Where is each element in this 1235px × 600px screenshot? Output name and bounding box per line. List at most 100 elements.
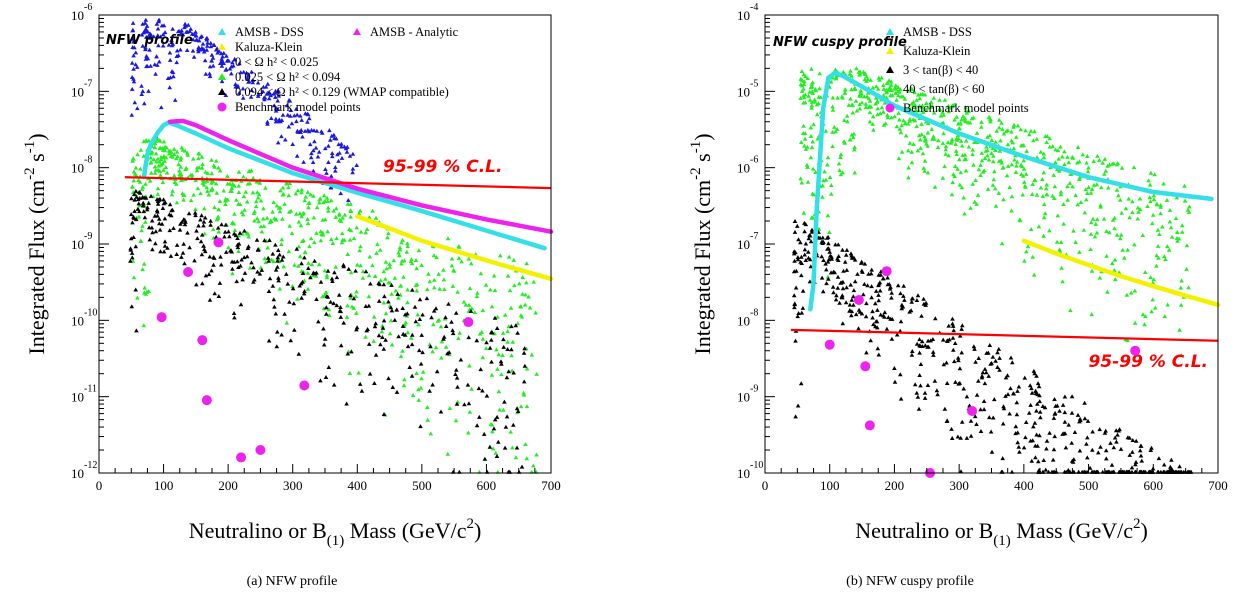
scatter-point [492, 315, 498, 320]
scatter-point [1036, 224, 1042, 229]
scatter-point [154, 54, 159, 59]
scatter-point [1047, 136, 1052, 141]
scatter-point [820, 289, 826, 294]
scatter-point [950, 335, 956, 340]
scatter-point [1000, 421, 1006, 426]
scatter-point [354, 289, 359, 294]
scatter-point [1113, 428, 1119, 433]
scatter-point [248, 94, 254, 99]
scatter-point [133, 287, 138, 292]
scatter-point [1034, 373, 1039, 378]
scatter-point [150, 247, 155, 252]
scatter-point [158, 154, 164, 159]
scatter-point [242, 270, 248, 275]
scatter-point [925, 130, 931, 135]
scatter-point [922, 158, 928, 163]
scatter-point [823, 128, 829, 133]
scatter-point [380, 323, 385, 328]
scatter-point [923, 343, 928, 348]
scatter-point [943, 151, 948, 156]
scatter-point [1186, 210, 1192, 214]
scatter-point [282, 311, 287, 316]
scatter-point [326, 365, 332, 369]
scatter-point [130, 158, 135, 163]
scatter-point [430, 382, 435, 387]
scatter-point [996, 117, 1002, 122]
scatter-point [260, 89, 266, 94]
scatter-point [896, 110, 901, 115]
scatter-point [801, 123, 806, 128]
scatter-point [356, 370, 361, 375]
scatter-point [489, 359, 494, 364]
scatter-point [1032, 129, 1037, 134]
scatter-point [825, 155, 831, 160]
scatter-point [832, 124, 837, 129]
scatter-point [836, 242, 841, 247]
scatter-point [502, 445, 508, 450]
scatter-point [260, 216, 266, 221]
scatter-point [807, 89, 812, 94]
benchmark-point [864, 420, 875, 431]
scatter-point [950, 316, 955, 321]
scatter-point [1086, 165, 1091, 170]
scatter-point [159, 105, 164, 110]
scatter-point [842, 90, 848, 95]
x-axis-label: Neutralino or B(1) Mass (GeV/c2) [855, 516, 1148, 549]
scatter-point [407, 365, 412, 369]
scatter-point [456, 244, 461, 249]
scatter-point [390, 385, 396, 389]
scatter-point [531, 463, 536, 468]
scatter-point [895, 85, 901, 89]
scatter-point [138, 147, 144, 152]
scatter-point [414, 282, 420, 287]
scatter-point [970, 152, 975, 157]
scatter-point [322, 336, 328, 341]
scatter-point [1110, 261, 1115, 266]
x-tick-label: 600 [477, 478, 497, 493]
scatter-point [401, 258, 407, 263]
scatter-point [801, 82, 807, 87]
scatter-point [1102, 156, 1108, 161]
scatter-point [1094, 217, 1100, 222]
scatter-point [167, 57, 173, 62]
scatter-point [265, 91, 271, 96]
scatter-point [438, 409, 444, 414]
scatter-point [1073, 193, 1078, 198]
scatter-point [329, 154, 335, 159]
scatter-point [404, 241, 410, 246]
scatter-point [253, 199, 259, 204]
scatter-point [522, 302, 528, 307]
scatter-point [1047, 228, 1052, 233]
scatter-point [393, 288, 399, 293]
scatter-point [956, 121, 961, 126]
scatter-point [201, 47, 207, 52]
scatter-point [826, 257, 832, 262]
scatter-point [798, 176, 803, 181]
scatter-point [425, 417, 430, 422]
scatter-point [242, 228, 247, 233]
scatter-point [794, 268, 799, 273]
scatter-point [996, 346, 1002, 351]
scatter-point [399, 261, 404, 266]
scatter-point [279, 237, 285, 242]
scatter-point [901, 283, 906, 288]
scatter-point [262, 256, 267, 261]
scatter-point [1061, 202, 1066, 206]
scatter-point [293, 106, 299, 111]
scatter-point [1062, 431, 1068, 436]
scatter-point [169, 208, 174, 213]
scatter-point [1025, 244, 1031, 249]
scatter-point [291, 327, 297, 332]
scatter-point [199, 165, 205, 170]
scatter-point [912, 90, 917, 95]
y-tick-label: 10-12 [71, 460, 97, 481]
scatter-point [377, 247, 383, 252]
scatter-point [174, 200, 180, 205]
scatter-point [195, 186, 201, 191]
scatter-point [1151, 197, 1157, 202]
scatter-point [1022, 258, 1027, 263]
scatter-point [884, 326, 890, 331]
scatter-point [879, 105, 885, 110]
scatter-point [1077, 249, 1082, 254]
scatter-point [1012, 157, 1017, 162]
